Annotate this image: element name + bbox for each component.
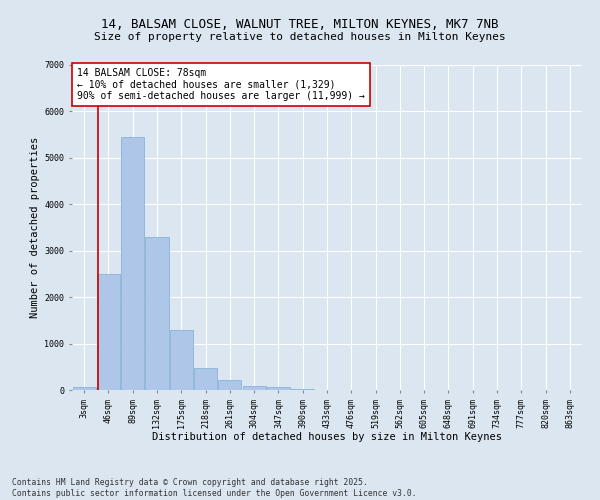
- Bar: [291, 388, 314, 390]
- Text: Size of property relative to detached houses in Milton Keynes: Size of property relative to detached ho…: [94, 32, 506, 42]
- Text: Contains HM Land Registry data © Crown copyright and database right 2025.
Contai: Contains HM Land Registry data © Crown c…: [12, 478, 416, 498]
- Y-axis label: Number of detached properties: Number of detached properties: [30, 137, 40, 318]
- Bar: [242, 386, 266, 390]
- Text: 14, BALSAM CLOSE, WALNUT TREE, MILTON KEYNES, MK7 7NB: 14, BALSAM CLOSE, WALNUT TREE, MILTON KE…: [101, 18, 499, 30]
- Text: 14 BALSAM CLOSE: 78sqm
← 10% of detached houses are smaller (1,329)
90% of semi-: 14 BALSAM CLOSE: 78sqm ← 10% of detached…: [77, 68, 365, 102]
- Bar: [218, 380, 241, 390]
- Bar: [73, 386, 95, 390]
- X-axis label: Distribution of detached houses by size in Milton Keynes: Distribution of detached houses by size …: [152, 432, 502, 442]
- Bar: [194, 368, 217, 390]
- Bar: [121, 137, 144, 390]
- Bar: [97, 274, 120, 390]
- Bar: [170, 330, 193, 390]
- Bar: [267, 388, 290, 390]
- Bar: [145, 237, 169, 390]
